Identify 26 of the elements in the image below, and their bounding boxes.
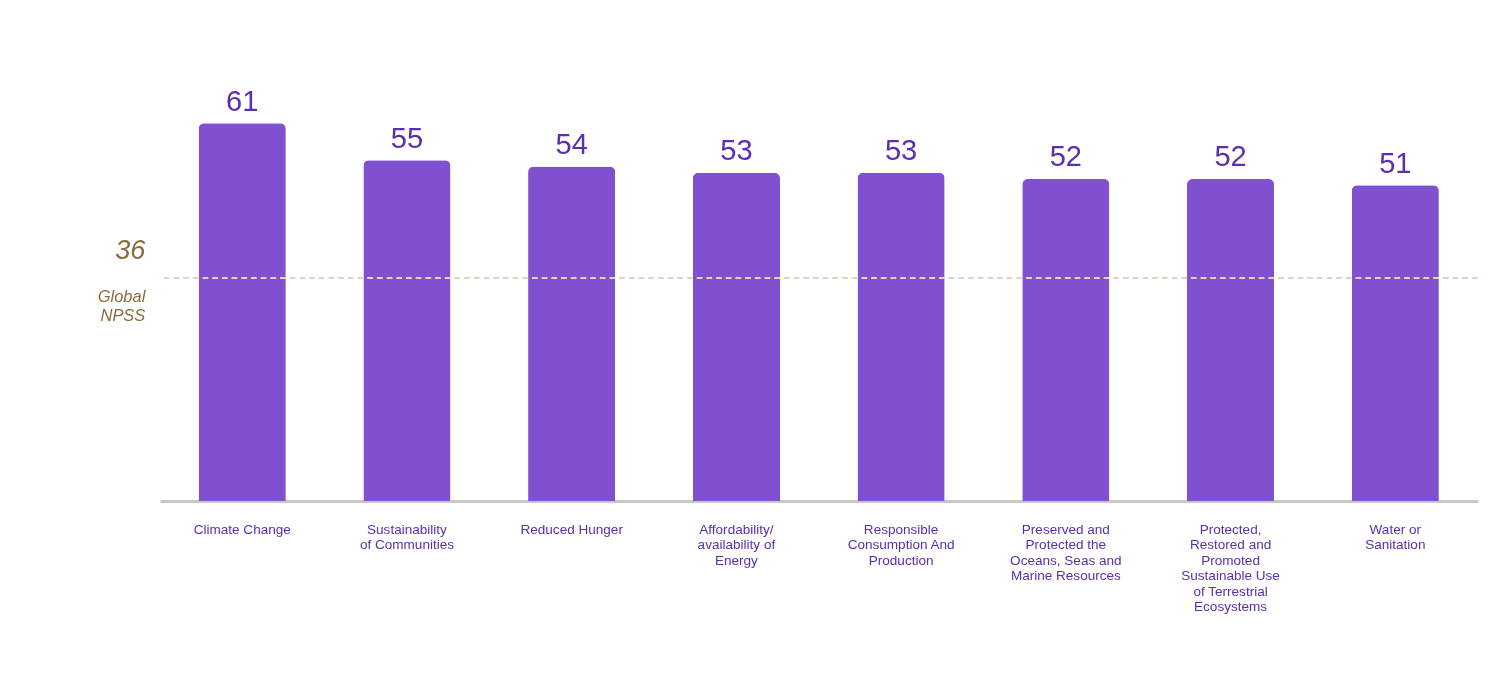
bar xyxy=(1186,178,1275,502)
x-tick-label: Preserved and Protected the Oceans, Seas and Marine Resources xyxy=(1010,521,1122,584)
x-tick-label: Responsible Consumption And Production xyxy=(847,521,955,568)
bar xyxy=(857,172,945,502)
ref-line-label: Global NPSS xyxy=(97,287,147,324)
bar xyxy=(1351,185,1439,502)
text: 36 xyxy=(115,233,147,265)
bar xyxy=(198,123,286,502)
x-tick-label: Reduced Hunger xyxy=(520,521,624,537)
data-label: 54 xyxy=(555,127,588,160)
bar xyxy=(692,172,781,502)
x-tick-label: Affordability/ availability of Energy xyxy=(697,521,776,568)
data-label: 52 xyxy=(1049,140,1082,173)
x-tick-label: Climate Change xyxy=(193,521,291,537)
x-tick-label: Sustainability of Communities xyxy=(359,521,455,553)
bar xyxy=(363,160,451,502)
x-tick-label: Protected, Restored and Promoted Sustainable Use of Terrestrial Ecosystems xyxy=(1181,521,1280,615)
data-label: 53 xyxy=(720,134,753,167)
data-label: 53 xyxy=(884,134,918,167)
bar xyxy=(528,166,616,502)
data-label: 51 xyxy=(1379,146,1412,179)
bar xyxy=(1022,178,1110,502)
data-label: 52 xyxy=(1214,140,1247,173)
data-label: 55 xyxy=(390,121,424,154)
x-tick-label: Water or Sanitation xyxy=(1365,521,1426,553)
data-label: 61 xyxy=(226,84,259,117)
